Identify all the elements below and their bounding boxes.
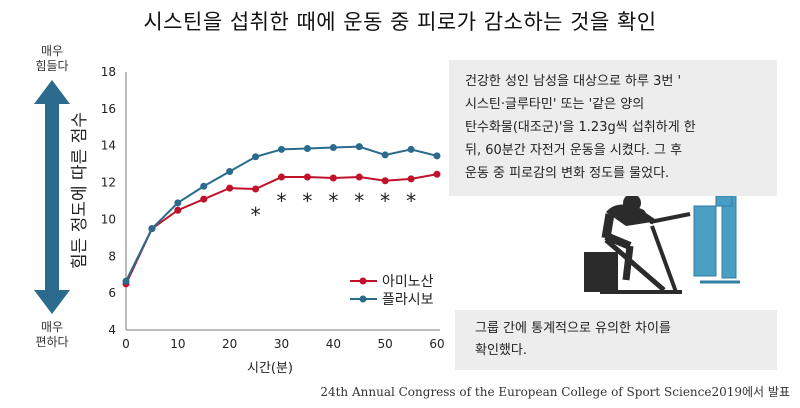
data-point [381,177,389,185]
x-tick-label: 0 [122,337,130,351]
info-line-1: 건강한 성인 남성을 대상으로 하루 3번 ' [465,74,682,89]
data-point [329,144,337,152]
result-line-1: 그룹 간에 통계적으로 유의한 차이를 [475,321,671,336]
result-line-2: 확인했다. [475,343,527,358]
data-point [122,277,130,285]
significance-star: * [380,189,390,213]
data-point [407,175,415,183]
source-citation: 24th Annual Congress of the European Col… [320,385,790,399]
data-point [252,185,260,193]
data-point [407,145,415,153]
data-point [303,173,311,181]
data-point [226,168,234,176]
arrow-head-up [34,80,70,104]
y-tick-label: 8 [108,249,116,263]
data-point [200,195,208,203]
y-tick-label: 4 [108,323,116,337]
x-tick-label: 40 [326,337,341,351]
significance-star: * [354,189,364,213]
x-tick-label: 10 [170,337,185,351]
x-ticks: 0 10 20 30 40 50 60 [122,337,444,351]
significance-star: * [302,189,312,213]
info-line-3: 탄수화물(대조군)'을 1.23g씩 섭취하게 한 [465,120,696,135]
data-point [355,143,363,151]
y-tick-label: 18 [101,65,116,79]
legend-marker-placebo [359,295,367,303]
page-title: 시스틴을 섭취한 때에 운동 중 피로가 감소하는 것을 확인 [143,10,657,34]
significance-stars: * * * * * * * [251,189,417,227]
significance-star: * [277,189,287,213]
info-line-2: 시스틴·글루타민' 또는 '같은 양의 [465,97,645,112]
data-point [433,152,441,160]
data-point [329,174,337,182]
arrow-head-down [34,290,70,314]
y-tick-label: 12 [101,176,116,190]
result-box: 그룹 간에 통계적으로 유의한 차이를 확인했다. [455,310,777,370]
legend-label-placebo: 플라시보 [382,292,434,308]
legend: 아미노산 플라시보 [350,274,434,308]
data-point [278,145,285,153]
data-point [226,184,234,192]
data-point [148,225,156,233]
scale-bottom-line2: 편하다 [35,335,69,349]
y-tick-label: 10 [101,212,116,226]
scale-top-line2: 힘들다 [35,59,69,73]
significance-star: * [328,189,338,213]
series-layer [122,143,441,288]
arrow-shaft [45,102,59,302]
data-point [174,199,182,207]
scale-top-line1: 매우 [40,44,64,58]
data-point [174,206,182,214]
data-point [252,153,260,161]
scale-bottom-label: 매우 편하다 [28,320,76,350]
x-tick-label: 50 [378,337,393,351]
scale-top-label: 매우 힘들다 [28,44,76,74]
y-tick-label: 14 [101,139,116,153]
x-axis-label: 시간(분) [247,361,293,376]
data-point [303,144,311,152]
data-point [433,170,441,178]
scale-bottom-line1: 매우 [40,320,64,334]
y-tick-label: 16 [101,102,116,116]
data-point [381,151,389,159]
significance-star: * [406,189,416,213]
x-tick-label: 60 [429,337,444,351]
y-tick-label: 6 [108,286,116,300]
legend-label-amino: 아미노산 [382,274,434,290]
x-tick-label: 20 [222,337,237,351]
x-tick-label: 30 [274,337,289,351]
info-line-4: 뒤, 60분간 자전거 운동을 시켰다. 그 후 [465,143,683,158]
data-point [200,182,208,190]
study-description-box: 건강한 성인 남성을 대상으로 하루 3번 ' 시스틴·글루타민' 또는 '같은… [449,60,777,196]
significance-star: * [251,203,261,227]
y-ticks: 4 6 8 10 12 14 16 18 [101,65,116,337]
scale-arrow [34,80,70,314]
info-line-5: 운동 중 피로감의 변화 정도를 물었다. [465,166,670,181]
legend-marker-amino [359,277,367,285]
data-point [355,173,363,181]
data-point [278,173,285,181]
